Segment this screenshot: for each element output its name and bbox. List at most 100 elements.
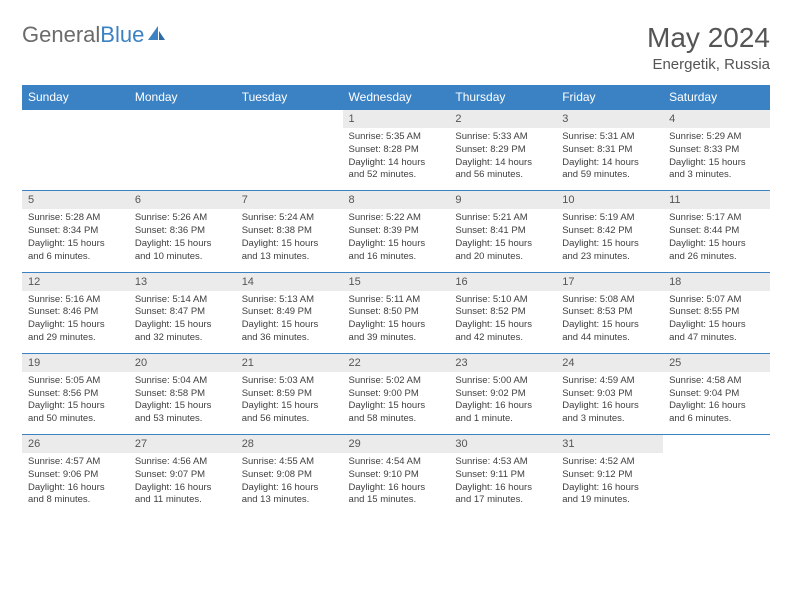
day-cell: 29Sunrise: 4:54 AMSunset: 9:10 PMDayligh… — [343, 435, 450, 516]
sunrise-text: Sunrise: 5:28 AM — [28, 212, 123, 225]
day-cell: 26Sunrise: 4:57 AMSunset: 9:06 PMDayligh… — [22, 435, 129, 516]
day-cell: 12Sunrise: 5:16 AMSunset: 8:46 PMDayligh… — [22, 272, 129, 353]
day-cell: 9Sunrise: 5:21 AMSunset: 8:41 PMDaylight… — [449, 191, 556, 272]
daylight-text: Daylight: 16 hours and 15 minutes. — [349, 482, 444, 508]
dow-wed: Wednesday — [343, 85, 450, 110]
sunset-text: Sunset: 8:36 PM — [135, 225, 230, 238]
day-cell: 25Sunrise: 4:58 AMSunset: 9:04 PMDayligh… — [663, 353, 770, 434]
day-cell: 5Sunrise: 5:28 AMSunset: 8:34 PMDaylight… — [22, 191, 129, 272]
day-text: Sunrise: 5:16 AMSunset: 8:46 PMDaylight:… — [22, 291, 129, 353]
day-number: 12 — [22, 273, 129, 291]
daylight-text: Daylight: 15 hours and 23 minutes. — [562, 238, 657, 264]
day-text: Sunrise: 4:56 AMSunset: 9:07 PMDaylight:… — [129, 453, 236, 515]
day-text: Sunrise: 4:57 AMSunset: 9:06 PMDaylight:… — [22, 453, 129, 515]
day-cell: 11Sunrise: 5:17 AMSunset: 8:44 PMDayligh… — [663, 191, 770, 272]
day-number: 15 — [343, 273, 450, 291]
sunset-text: Sunset: 8:31 PM — [562, 144, 657, 157]
sunrise-text: Sunrise: 5:31 AM — [562, 131, 657, 144]
day-text: Sunrise: 5:35 AMSunset: 8:28 PMDaylight:… — [343, 128, 450, 190]
day-cell — [236, 110, 343, 191]
sunset-text: Sunset: 9:12 PM — [562, 469, 657, 482]
daylight-text: Daylight: 15 hours and 50 minutes. — [28, 400, 123, 426]
sunset-text: Sunset: 9:10 PM — [349, 469, 444, 482]
day-cell: 21Sunrise: 5:03 AMSunset: 8:59 PMDayligh… — [236, 353, 343, 434]
sunrise-text: Sunrise: 5:08 AM — [562, 294, 657, 307]
sunrise-text: Sunrise: 5:07 AM — [669, 294, 764, 307]
day-number: 19 — [22, 354, 129, 372]
sunrise-text: Sunrise: 4:59 AM — [562, 375, 657, 388]
sunrise-text: Sunrise: 5:22 AM — [349, 212, 444, 225]
sunrise-text: Sunrise: 4:56 AM — [135, 456, 230, 469]
sunrise-text: Sunrise: 5:00 AM — [455, 375, 550, 388]
daylight-text: Daylight: 15 hours and 3 minutes. — [669, 157, 764, 183]
day-number: 10 — [556, 191, 663, 209]
sunset-text: Sunset: 8:34 PM — [28, 225, 123, 238]
daylight-text: Daylight: 16 hours and 1 minute. — [455, 400, 550, 426]
empty-cell — [22, 110, 129, 186]
day-text: Sunrise: 5:14 AMSunset: 8:47 PMDaylight:… — [129, 291, 236, 353]
sunset-text: Sunset: 8:44 PM — [669, 225, 764, 238]
day-cell: 23Sunrise: 5:00 AMSunset: 9:02 PMDayligh… — [449, 353, 556, 434]
day-text: Sunrise: 4:52 AMSunset: 9:12 PMDaylight:… — [556, 453, 663, 515]
daylight-text: Daylight: 15 hours and 13 minutes. — [242, 238, 337, 264]
week-row: 5Sunrise: 5:28 AMSunset: 8:34 PMDaylight… — [22, 191, 770, 272]
day-number: 11 — [663, 191, 770, 209]
week-row: 26Sunrise: 4:57 AMSunset: 9:06 PMDayligh… — [22, 435, 770, 516]
daylight-text: Daylight: 14 hours and 56 minutes. — [455, 157, 550, 183]
sunrise-text: Sunrise: 4:54 AM — [349, 456, 444, 469]
sunrise-text: Sunrise: 5:05 AM — [28, 375, 123, 388]
day-number: 8 — [343, 191, 450, 209]
day-number: 21 — [236, 354, 343, 372]
day-number: 26 — [22, 435, 129, 453]
daylight-text: Daylight: 15 hours and 29 minutes. — [28, 319, 123, 345]
sunset-text: Sunset: 8:46 PM — [28, 306, 123, 319]
calendar-table: Sunday Monday Tuesday Wednesday Thursday… — [22, 85, 770, 515]
day-number: 24 — [556, 354, 663, 372]
sunrise-text: Sunrise: 5:24 AM — [242, 212, 337, 225]
daylight-text: Daylight: 15 hours and 56 minutes. — [242, 400, 337, 426]
sunrise-text: Sunrise: 4:55 AM — [242, 456, 337, 469]
sunset-text: Sunset: 8:42 PM — [562, 225, 657, 238]
dow-fri: Friday — [556, 85, 663, 110]
day-number: 28 — [236, 435, 343, 453]
week-row: 12Sunrise: 5:16 AMSunset: 8:46 PMDayligh… — [22, 272, 770, 353]
day-number: 3 — [556, 110, 663, 128]
daylight-text: Daylight: 16 hours and 19 minutes. — [562, 482, 657, 508]
day-text: Sunrise: 5:19 AMSunset: 8:42 PMDaylight:… — [556, 209, 663, 271]
day-number: 14 — [236, 273, 343, 291]
dow-sat: Saturday — [663, 85, 770, 110]
sunrise-text: Sunrise: 4:57 AM — [28, 456, 123, 469]
daylight-text: Daylight: 14 hours and 52 minutes. — [349, 157, 444, 183]
day-cell: 13Sunrise: 5:14 AMSunset: 8:47 PMDayligh… — [129, 272, 236, 353]
sunset-text: Sunset: 9:06 PM — [28, 469, 123, 482]
day-text: Sunrise: 5:17 AMSunset: 8:44 PMDaylight:… — [663, 209, 770, 271]
day-text: Sunrise: 5:10 AMSunset: 8:52 PMDaylight:… — [449, 291, 556, 353]
sunrise-text: Sunrise: 5:29 AM — [669, 131, 764, 144]
day-number: 16 — [449, 273, 556, 291]
dow-sun: Sunday — [22, 85, 129, 110]
day-cell: 10Sunrise: 5:19 AMSunset: 8:42 PMDayligh… — [556, 191, 663, 272]
sunset-text: Sunset: 8:49 PM — [242, 306, 337, 319]
day-text: Sunrise: 4:58 AMSunset: 9:04 PMDaylight:… — [663, 372, 770, 434]
sunrise-text: Sunrise: 5:21 AM — [455, 212, 550, 225]
day-number: 20 — [129, 354, 236, 372]
sunset-text: Sunset: 8:56 PM — [28, 388, 123, 401]
day-text: Sunrise: 5:13 AMSunset: 8:49 PMDaylight:… — [236, 291, 343, 353]
daylight-text: Daylight: 15 hours and 20 minutes. — [455, 238, 550, 264]
day-cell: 2Sunrise: 5:33 AMSunset: 8:29 PMDaylight… — [449, 110, 556, 191]
daylight-text: Daylight: 15 hours and 47 minutes. — [669, 319, 764, 345]
dow-thu: Thursday — [449, 85, 556, 110]
daylight-text: Daylight: 16 hours and 11 minutes. — [135, 482, 230, 508]
sunset-text: Sunset: 8:55 PM — [669, 306, 764, 319]
day-text: Sunrise: 5:08 AMSunset: 8:53 PMDaylight:… — [556, 291, 663, 353]
day-cell: 17Sunrise: 5:08 AMSunset: 8:53 PMDayligh… — [556, 272, 663, 353]
day-cell: 28Sunrise: 4:55 AMSunset: 9:08 PMDayligh… — [236, 435, 343, 516]
header: GeneralBlue May 2024 Energetik, Russia — [22, 22, 770, 73]
day-cell: 27Sunrise: 4:56 AMSunset: 9:07 PMDayligh… — [129, 435, 236, 516]
day-cell: 14Sunrise: 5:13 AMSunset: 8:49 PMDayligh… — [236, 272, 343, 353]
sunset-text: Sunset: 8:41 PM — [455, 225, 550, 238]
sunrise-text: Sunrise: 4:52 AM — [562, 456, 657, 469]
sail-icon — [146, 22, 166, 48]
day-number: 17 — [556, 273, 663, 291]
sunset-text: Sunset: 8:53 PM — [562, 306, 657, 319]
